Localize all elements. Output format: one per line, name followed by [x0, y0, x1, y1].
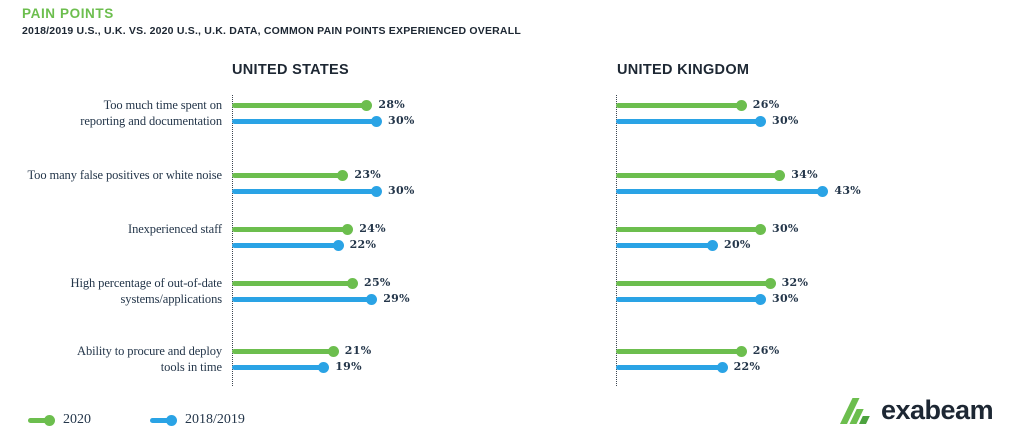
value-label: 19%	[335, 360, 362, 373]
bar-dot-icon	[774, 170, 786, 181]
bar-dot-icon	[327, 346, 339, 357]
value-label: 30%	[388, 114, 415, 127]
bar-2018-2019	[616, 294, 766, 305]
value-label: 20%	[724, 238, 751, 251]
bar-2018-2019	[232, 362, 330, 373]
bar-2018-2019	[616, 116, 766, 127]
category-label: Inexperienced staff	[128, 221, 222, 237]
exabeam-wordmark: exabeam	[881, 395, 994, 425]
category-label: Ability to procure and deploy tools in ti…	[77, 343, 222, 375]
exabeam-logo: exabeam	[840, 394, 994, 426]
legend-marker-2020-icon	[28, 414, 55, 426]
page-title: PAIN POINTS	[22, 6, 114, 21]
legend-label-2020: 2020	[63, 412, 91, 427]
bar-dot-icon	[735, 346, 747, 357]
bar-2020	[232, 346, 339, 357]
value-label: 43%	[834, 184, 862, 197]
legend-label-2018-2019: 2018/2019	[185, 412, 245, 427]
value-label: 30%	[772, 292, 799, 305]
value-label: 23%	[354, 168, 382, 181]
bar-2018-2019	[616, 240, 718, 251]
category-label-line: Too many false positives or white noise	[27, 168, 223, 182]
bar-2018-2019	[232, 186, 382, 197]
legend-item-2020: 2020	[28, 412, 91, 428]
bar-dot-icon	[371, 186, 382, 197]
value-label: 30%	[388, 184, 415, 197]
axis-line	[616, 95, 617, 386]
bar-2020	[616, 224, 766, 235]
bar-2018-2019	[616, 186, 829, 197]
bar-2020	[616, 278, 776, 289]
bar-2020	[616, 346, 747, 357]
category-label-line: systems/applications	[120, 292, 223, 306]
bar-dot-icon	[716, 362, 728, 373]
bar-dot-icon	[735, 100, 747, 111]
page-subtitle: 2018/2019 U.S., U.K. VS. 2020 U.S., U.K.…	[22, 25, 521, 37]
value-label: 22%	[349, 238, 377, 251]
exabeam-mark-icon	[840, 397, 870, 424]
legend-marker-dot-icon	[166, 414, 177, 426]
bar-dot-icon	[371, 116, 382, 127]
legend-item-2018-2019: 2018/2019	[150, 412, 245, 428]
bar-dot-icon	[755, 294, 766, 305]
category-label: Too many false positives or white noise	[28, 167, 223, 183]
bar-2020	[232, 224, 354, 235]
value-label: 22%	[733, 360, 761, 373]
value-label: 28%	[378, 98, 406, 111]
bar-2020	[616, 100, 747, 111]
value-label: 34%	[791, 168, 818, 181]
value-label: 30%	[772, 114, 799, 127]
value-label: 32%	[781, 276, 809, 289]
bar-dot-icon	[755, 116, 766, 127]
category-label-line: Too much time spent on	[103, 98, 223, 112]
bar-dot-icon	[318, 362, 330, 373]
chart-title-united-kingdom: UNITED KINGDOM	[617, 62, 750, 78]
bar-2018-2019	[616, 362, 728, 373]
bar-dot-icon	[707, 240, 718, 251]
category-label-line: reporting and documentation	[80, 114, 222, 128]
bar-2020	[616, 170, 786, 181]
bar-dot-icon	[817, 186, 829, 197]
bar-dot-icon	[337, 170, 349, 181]
bar-2018-2019	[232, 294, 378, 305]
value-label: 26%	[752, 344, 780, 357]
bar-dot-icon	[332, 240, 344, 251]
value-label: 25%	[364, 276, 391, 289]
bar-2020	[232, 100, 373, 111]
category-label-line: Inexperienced staff	[128, 222, 222, 236]
bar-dot-icon	[366, 294, 378, 305]
value-label: 30%	[772, 222, 799, 235]
bar-2018-2019	[232, 240, 344, 251]
legend-marker-2018-2019-icon	[150, 414, 177, 426]
category-label: High percentage of out-of-date systems/ap…	[70, 275, 223, 307]
category-label-line: High percentage of out-of-date	[70, 276, 223, 290]
legend-marker-dot-icon	[44, 414, 55, 426]
value-label: 29%	[383, 292, 410, 305]
category-label-line: tools in time	[160, 360, 222, 374]
bar-dot-icon	[361, 100, 373, 111]
value-label: 26%	[752, 98, 780, 111]
value-label: 24%	[359, 222, 386, 235]
bar-dot-icon	[342, 224, 354, 235]
bar-dot-icon	[764, 278, 776, 289]
bar-dot-icon	[347, 278, 358, 289]
bar-2020	[232, 170, 349, 181]
bar-dot-icon	[755, 224, 766, 235]
category-label-line: Ability to procure and deploy	[77, 344, 222, 358]
bar-2018-2019	[232, 116, 382, 127]
bar-2020	[232, 278, 358, 289]
value-label: 21%	[344, 344, 372, 357]
chart-title-united-states: UNITED STATES	[232, 62, 349, 78]
category-label: Too much time spent on reporting and docu…	[80, 97, 222, 129]
axis-line	[232, 95, 233, 386]
